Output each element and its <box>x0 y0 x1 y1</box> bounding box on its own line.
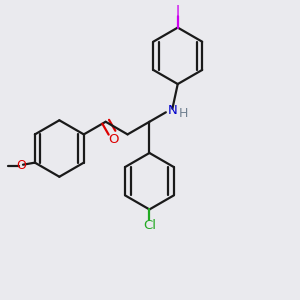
Text: O: O <box>16 159 26 172</box>
Text: I: I <box>176 4 180 18</box>
Text: O: O <box>108 133 119 146</box>
Text: Cl: Cl <box>143 219 156 232</box>
Text: H: H <box>178 107 188 120</box>
Text: N: N <box>167 104 177 117</box>
